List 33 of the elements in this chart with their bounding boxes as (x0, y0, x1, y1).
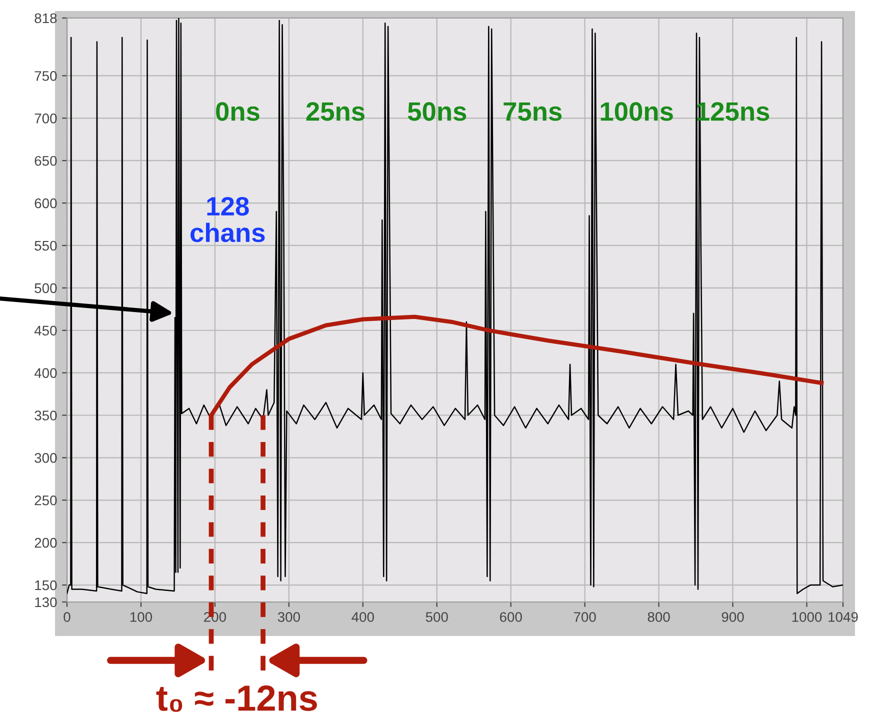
annotation: 25ns (306, 102, 364, 121)
y-tick-label: 200 (34, 538, 57, 548)
y-tick-label: 818 (34, 13, 57, 24)
y-tick-label: 350 (34, 410, 57, 420)
x-tick-label: 100 (130, 612, 152, 622)
annotation: 100ns (600, 102, 673, 121)
y-tick-label: 500 (34, 283, 57, 294)
y-tick-label: 650 (34, 156, 57, 166)
x-tick-label: 600 (500, 612, 522, 622)
annotation: 0ns (216, 102, 260, 121)
y-tick-label: 600 (34, 198, 57, 208)
x-tick-label: 700 (574, 612, 596, 622)
x-tick-label: 1000 (792, 612, 822, 622)
y-tick-label: 750 (34, 71, 57, 81)
y-tick-label: 150 (35, 580, 57, 590)
y-tick-label: 550 (34, 240, 57, 251)
y-tick-label: 130 (35, 597, 57, 608)
annotation: 128 chans (190, 196, 265, 242)
y-tick-label: 250 (34, 495, 57, 506)
text: t₀ ≈ -12ns (156, 685, 317, 712)
x-tick-label: 500 (426, 612, 448, 622)
y-tick-label: 400 (34, 368, 57, 378)
x-tick-label: 400 (352, 612, 374, 622)
x-tick-label: 800 (648, 612, 670, 622)
x-tick-label: 1049 (828, 612, 858, 622)
x-tick-label: 300 (278, 612, 300, 622)
x-tick-label: 900 (722, 612, 744, 622)
x-tick-label: 0 (64, 612, 70, 622)
y-tick-label: 700 (34, 113, 57, 124)
y-tick-label: 300 (34, 453, 57, 463)
annotation: 50ns (408, 102, 466, 121)
y-tick-label: 450 (34, 326, 57, 336)
annotation: 75ns (504, 102, 562, 121)
